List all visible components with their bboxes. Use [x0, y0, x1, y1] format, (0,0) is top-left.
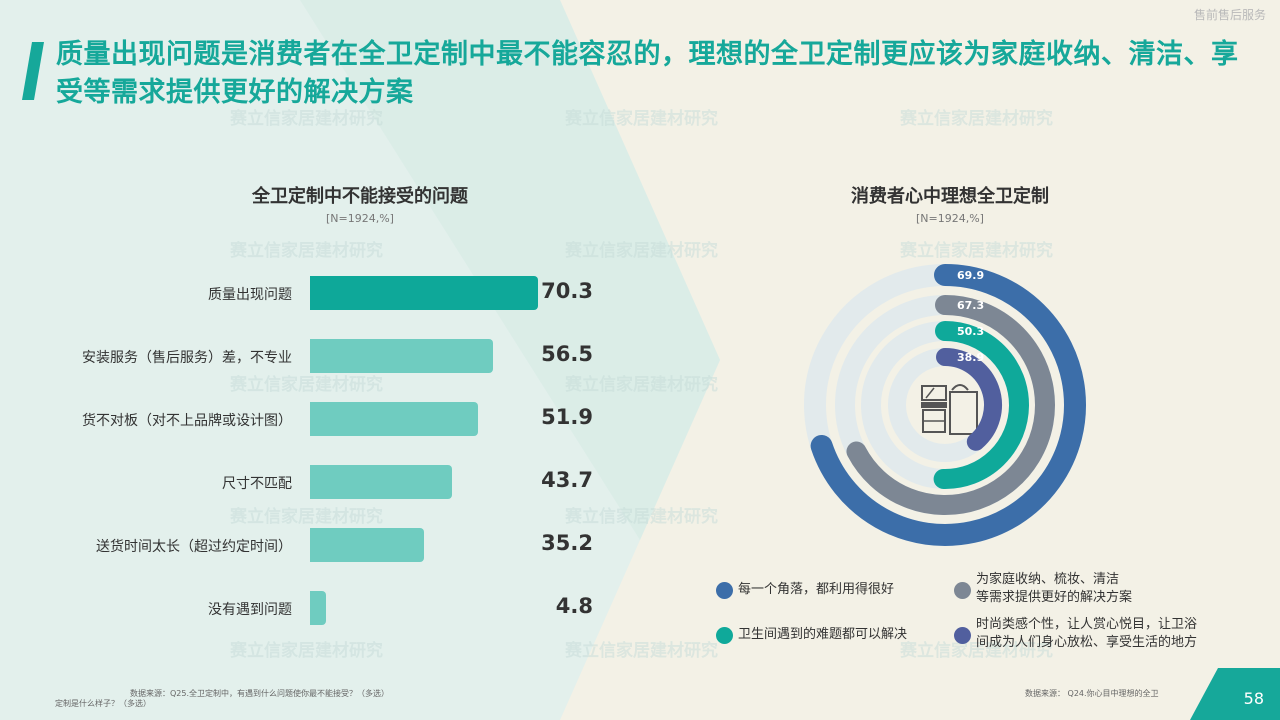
bar-value-label: 51.9 — [541, 405, 593, 429]
bar-value-label: 35.2 — [541, 531, 593, 555]
legend-item-2-line2: 等需求提供更好的解决方案 — [976, 590, 1133, 605]
title-accent-bar — [22, 42, 44, 100]
watermark: 赛立信家居建材研究 — [230, 375, 383, 395]
legend-item-4: 时尚类感个性，让人赏心悦目，让卫浴 间成为人们身心放松、享受生活的地方 — [976, 616, 1197, 652]
watermark: 赛立信家居建材研究 — [565, 641, 718, 661]
legend-dot-teal — [716, 627, 733, 644]
bar — [310, 339, 494, 373]
bar — [310, 402, 479, 436]
bar-value-label: 4.8 — [555, 594, 593, 618]
legend-dot-blue — [716, 582, 733, 599]
page-title: 质量出现问题是消费者在全卫定制中最不能容忍的，理想的全卫定制更应该为家庭收纳、清… — [56, 39, 1239, 108]
bar — [310, 465, 452, 499]
bar-chart-title: 全卫定制中不能接受的问题 — [252, 186, 468, 207]
watermark: 赛立信家居建材研究 — [230, 641, 383, 661]
section-label: 售前售后服务 — [1193, 8, 1266, 22]
legend-item-4-line2: 间成为人们身心放松、享受生活的地方 — [976, 635, 1198, 650]
source-note-right: 数据来源： Q24.你心目中理想的全卫 — [1025, 689, 1159, 698]
legend-item-2: 为家庭收纳、梳妆、清洁 等需求提供更好的解决方案 — [976, 571, 1132, 607]
bar-category-label: 安装服务（售后服务）差，不专业 — [82, 350, 292, 366]
watermark: 赛立信家居建材研究 — [230, 507, 383, 527]
source-note-left-2: 定制是什么样子？（多选） — [55, 699, 151, 708]
bar — [310, 276, 538, 310]
bar-value-label: 70.3 — [541, 279, 593, 303]
watermark: 赛立信家居建材研究 — [900, 109, 1053, 129]
source-note-left: 数据来源：Q25.全卫定制中，有遇到什么问题使你最不能接受？（多选） — [130, 689, 390, 698]
bar-category-label: 货不对板（对不上品牌或设计图） — [82, 413, 292, 429]
bar-value-label: 56.5 — [541, 342, 593, 366]
watermark: 赛立信家居建材研究 — [565, 109, 718, 129]
legend-item-3: 卫生间遇到的难题都可以解决 — [738, 627, 908, 642]
watermark: 赛立信家居建材研究 — [900, 241, 1053, 261]
ring-chart-title: 消费者心中理想全卫定制 — [851, 186, 1049, 207]
bar — [310, 528, 425, 562]
watermark: 赛立信家居建材研究 — [900, 641, 1053, 661]
page-number: 58 — [1243, 689, 1264, 708]
legend-item-4-line1: 时尚类感个性，让人赏心悦目，让卫浴 — [976, 617, 1198, 632]
watermark: 赛立信家居建材研究 — [565, 507, 718, 527]
bar-category-label: 送货时间太长（超过约定时间） — [96, 539, 292, 555]
bar-category-label: 尺寸不匹配 — [222, 476, 292, 492]
bar-chart-subtitle: [N=1924,%] — [326, 212, 394, 225]
watermark: 赛立信家居建材研究 — [565, 241, 718, 261]
bar-category-label: 没有遇到问题 — [208, 602, 292, 618]
page-number-badge — [1190, 668, 1280, 720]
bar-category-label: 质量出现问题 — [208, 287, 292, 303]
bar-value-label: 43.7 — [541, 468, 593, 492]
legend-dot-gray — [954, 582, 971, 599]
legend-dot-purple — [954, 627, 971, 644]
legend-item-2-line1: 为家庭收纳、梳妆、清洁 — [976, 572, 1120, 587]
bar — [310, 591, 326, 625]
ring-chart-subtitle: [N=1924,%] — [916, 212, 984, 225]
watermark: 赛立信家居建材研究 — [230, 241, 383, 261]
watermark: 赛立信家居建材研究 — [565, 375, 718, 395]
legend-item-1: 每一个角落，都利用得很好 — [738, 582, 895, 597]
watermark: 赛立信家居建材研究 — [230, 109, 383, 129]
